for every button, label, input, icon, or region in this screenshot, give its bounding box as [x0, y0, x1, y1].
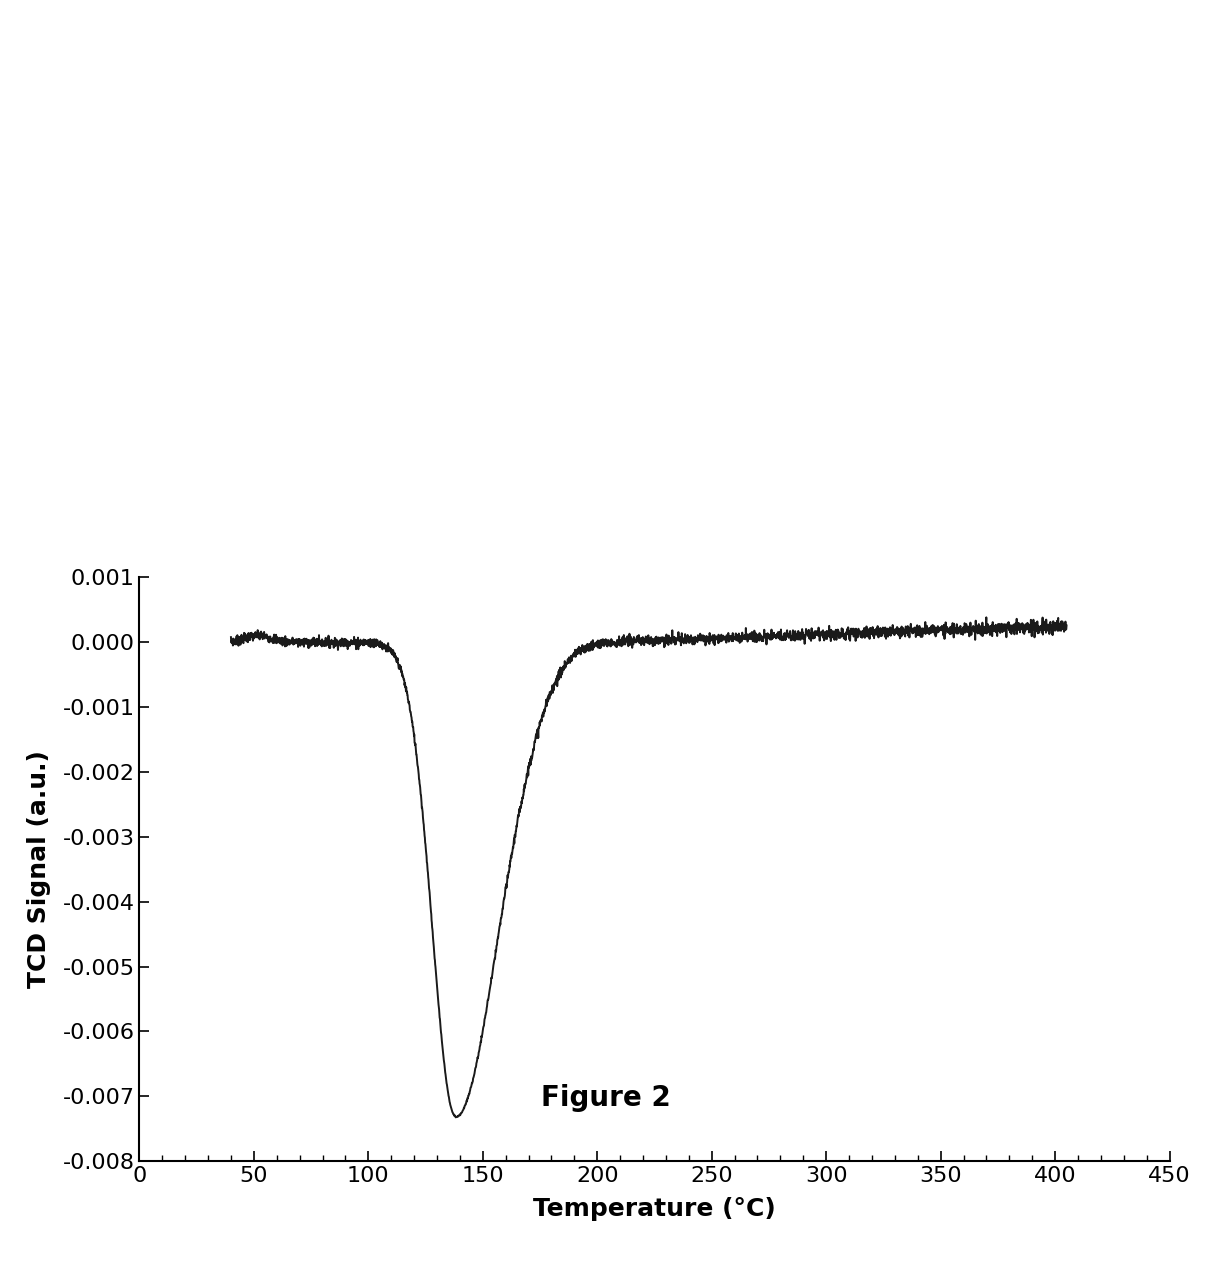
- Y-axis label: TCD Signal (a.u.): TCD Signal (a.u.): [28, 750, 51, 989]
- X-axis label: Temperature (°C): Temperature (°C): [533, 1197, 776, 1221]
- Text: Figure 2: Figure 2: [541, 1084, 671, 1112]
